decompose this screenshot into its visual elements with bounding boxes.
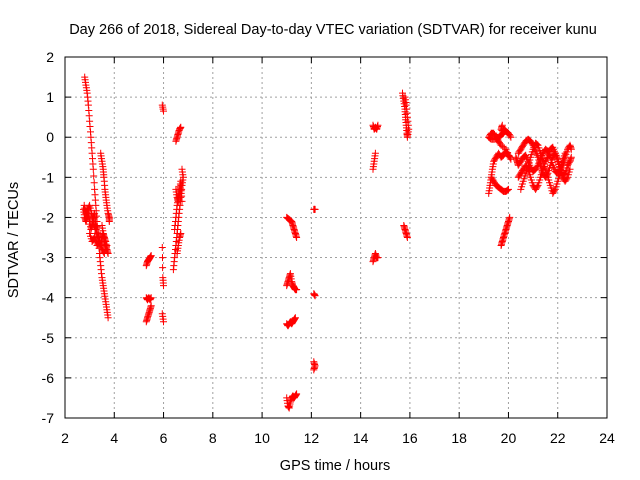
x-axis-label: GPS time / hours: [280, 458, 390, 474]
data-point-marker: [371, 149, 379, 157]
data-point-marker: [293, 390, 301, 398]
x-tick-label: 8: [209, 430, 217, 446]
x-tick-label: 6: [160, 430, 168, 446]
y-tick-label: -3: [42, 250, 55, 266]
data-point-marker: [310, 366, 318, 374]
y-tick-label: 0: [46, 129, 54, 145]
y-tick-label: -4: [42, 290, 55, 306]
data-point-marker: [104, 314, 112, 322]
y-tick-label: -1: [42, 169, 55, 185]
y-tick-label: 2: [46, 49, 54, 65]
data-point-marker: [561, 149, 569, 157]
data-point-marker: [160, 318, 167, 326]
data-point-marker: [177, 123, 185, 131]
x-tick-label: 18: [451, 430, 467, 446]
data-point-marker: [293, 234, 301, 241]
data-point-marker: [293, 286, 301, 294]
data-point-marker: [505, 185, 512, 193]
data-point-marker: [311, 205, 319, 213]
data-point-marker: [507, 155, 515, 163]
data-point-marker: [90, 172, 98, 180]
data-point-marker: [105, 218, 113, 225]
data-point-marker: [567, 145, 575, 153]
x-tick-label: 14: [353, 430, 369, 446]
data-point-marker: [506, 213, 514, 221]
data-point-marker: [90, 179, 98, 187]
data-point-marker: [159, 254, 166, 262]
data-point-marker: [528, 140, 536, 148]
data-point-marker: [311, 292, 319, 300]
data-point-marker: [507, 133, 515, 141]
x-tick-label: 10: [254, 430, 270, 446]
y-axis-label: SDTVAR / TECUs: [6, 182, 22, 298]
data-point-marker: [159, 264, 167, 272]
data-point-marker: [160, 282, 167, 290]
y-tick-label: -6: [42, 370, 55, 386]
x-tick-label: 4: [110, 430, 118, 446]
data-point-marker: [506, 132, 514, 140]
data-point-marker: [505, 152, 513, 160]
x-tick-label: 24: [599, 430, 615, 446]
data-point-marker: [567, 153, 575, 161]
data-point-marker: [374, 254, 382, 262]
data-point-marker: [104, 250, 112, 257]
y-tick-label: -2: [42, 209, 55, 225]
data-point-marker: [374, 121, 382, 129]
data-point-marker: [92, 223, 100, 231]
data-point-marker: [498, 121, 506, 129]
data-point-marker: [160, 107, 167, 115]
data-point-marker: [401, 93, 409, 101]
data-point-marker: [403, 234, 411, 241]
grid-lines: [65, 57, 607, 418]
data-point-marker: [178, 165, 186, 173]
x-tick-label: 2: [61, 430, 69, 446]
data-point-marker: [550, 187, 558, 195]
data-point-marker: [504, 186, 512, 194]
data-point-marker: [504, 149, 512, 157]
data-point-marker: [503, 187, 511, 195]
data-point-marker: [89, 165, 97, 173]
y-tick-label: -5: [42, 330, 55, 346]
data-point-marker: [563, 175, 571, 183]
data-point-marker: [533, 163, 541, 171]
x-tick-label: 20: [501, 430, 517, 446]
x-tick-label: 16: [402, 430, 418, 446]
plot-frame: [64, 56, 608, 419]
data-point-marker: [291, 314, 299, 322]
data-point-marker: [533, 183, 541, 191]
data-point-marker: [147, 252, 155, 260]
data-points: [80, 73, 575, 412]
chart-title: Day 266 of 2018, Sidereal Day-to-day VTE…: [69, 22, 597, 38]
data-point-marker: [566, 165, 574, 173]
data-point-marker: [85, 203, 93, 211]
data-point-marker: [158, 244, 166, 251]
data-point-marker: [177, 230, 185, 237]
y-tick-label: -7: [42, 410, 55, 426]
data-point-marker: [555, 167, 563, 175]
data-point-marker: [147, 302, 155, 310]
y-tick-label: 1: [46, 89, 54, 105]
data-point-marker: [90, 235, 98, 243]
data-point-marker: [147, 294, 155, 302]
data-point-marker: [178, 197, 186, 205]
x-tick-label: 12: [304, 430, 320, 446]
x-tick-label: 22: [550, 430, 566, 446]
data-point-marker: [95, 239, 103, 247]
